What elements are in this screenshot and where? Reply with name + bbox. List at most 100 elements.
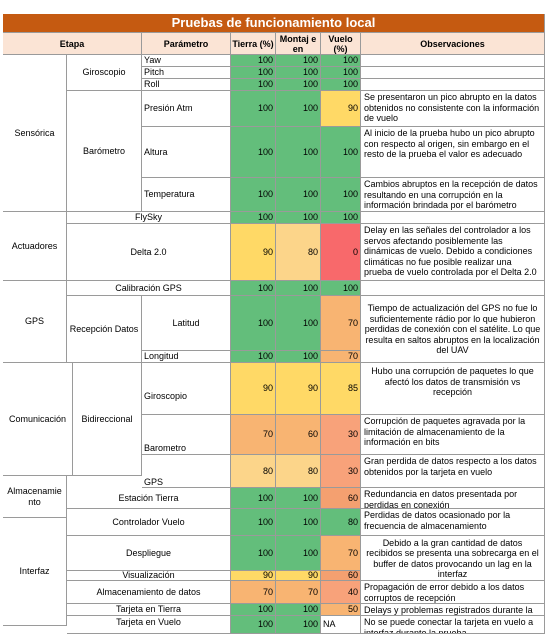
etapa-gps: GPS bbox=[3, 281, 67, 363]
obs-temperatura: Cambios abruptos en la recepción de dato… bbox=[361, 178, 545, 212]
tierra-altura: 100 bbox=[231, 127, 276, 178]
param-despliegue: Despliegue bbox=[67, 536, 231, 571]
vuelo-roll: 100 bbox=[321, 79, 361, 91]
montaje-tarjeta-vuelo: 100 bbox=[276, 616, 321, 634]
tierra-com-giroscopio: 90 bbox=[231, 363, 276, 415]
sub-barometro: Barómetro bbox=[67, 91, 142, 212]
obs-pitch bbox=[361, 67, 545, 79]
vuelo-flysky: 100 bbox=[321, 212, 361, 224]
montaje-estacion: 100 bbox=[276, 488, 321, 509]
montaje-calibracion: 100 bbox=[276, 281, 321, 296]
montaje-despliegue: 100 bbox=[276, 536, 321, 571]
vuelo-temperatura: 100 bbox=[321, 178, 361, 212]
obs-yaw bbox=[361, 55, 545, 67]
param-com-gps: GPS bbox=[142, 455, 231, 488]
montaje-com-gps: 80 bbox=[276, 455, 321, 488]
tierra-tarjeta-vuelo: 100 bbox=[231, 616, 276, 634]
tierra-estacion: 100 bbox=[231, 488, 276, 509]
param-com-giroscopio: Giroscopio bbox=[142, 363, 231, 415]
tierra-calibracion: 100 bbox=[231, 281, 276, 296]
param-altura: Altura bbox=[142, 127, 231, 178]
obs-roll bbox=[361, 79, 545, 91]
param-almacenamiento-datos: Almacenamiento de datos bbox=[67, 581, 231, 604]
sub-giroscopio: Giroscopio bbox=[67, 55, 142, 91]
tierra-roll: 100 bbox=[231, 79, 276, 91]
montaje-temperatura: 100 bbox=[276, 178, 321, 212]
tierra-controlador: 100 bbox=[231, 509, 276, 536]
vuelo-com-barometro: 30 bbox=[321, 415, 361, 455]
tierra-visualizacion: 90 bbox=[231, 571, 276, 581]
montaje-roll: 100 bbox=[276, 79, 321, 91]
tierra-tarjeta-tierra: 100 bbox=[231, 604, 276, 616]
obs-latitud: Tiempo de actualización del GPS no fue l… bbox=[361, 296, 545, 363]
tierra-flysky: 100 bbox=[231, 212, 276, 224]
montaje-controlador: 100 bbox=[276, 509, 321, 536]
tierra-com-gps: 80 bbox=[231, 455, 276, 488]
vuelo-latitud: 70 bbox=[321, 296, 361, 351]
etapa-actuadores: Actuadores bbox=[3, 212, 67, 281]
header-montaje: Montaj e en bbox=[276, 33, 321, 55]
obs-delta: Delay en las señales del controlador a l… bbox=[361, 224, 545, 281]
tierra-almacenamiento-datos: 70 bbox=[231, 581, 276, 604]
param-roll: Roll bbox=[142, 79, 231, 91]
param-estacion: Estación Tierra bbox=[67, 488, 231, 509]
param-temperatura: Temperatura bbox=[142, 178, 231, 212]
tierra-yaw: 100 bbox=[231, 55, 276, 67]
etapa-interfaz: Interfaz bbox=[3, 518, 67, 626]
vuelo-estacion: 60 bbox=[321, 488, 361, 509]
vuelo-controlador: 80 bbox=[321, 509, 361, 536]
obs-despliegue: Debido a la gran cantidad de datos recib… bbox=[361, 536, 545, 581]
param-com-barometro: Barometro bbox=[142, 415, 231, 455]
header-vuelo: Vuelo (%) bbox=[321, 33, 361, 55]
vuelo-com-gps: 30 bbox=[321, 455, 361, 488]
obs-presion: Se presentaron un pico abrupto en la dat… bbox=[361, 91, 545, 127]
montaje-com-giroscopio: 90 bbox=[276, 363, 321, 415]
montaje-com-barometro: 60 bbox=[276, 415, 321, 455]
vuelo-despliegue: 70 bbox=[321, 536, 361, 571]
etapa-almacenamiento: Almacenamie nto bbox=[3, 476, 67, 518]
vuelo-altura: 100 bbox=[321, 127, 361, 178]
tierra-latitud: 100 bbox=[231, 296, 276, 351]
vuelo-presion: 90 bbox=[321, 91, 361, 127]
obs-controlador: Perdidas de datos ocasionado por la frec… bbox=[361, 509, 545, 536]
vuelo-almacenamiento-datos: 40 bbox=[321, 581, 361, 604]
param-controlador: Controlador Vuelo bbox=[67, 509, 231, 536]
vuelo-pitch: 100 bbox=[321, 67, 361, 79]
param-delta: Delta 2.0 bbox=[67, 224, 231, 281]
montaje-delta: 80 bbox=[276, 224, 321, 281]
param-pitch: Pitch bbox=[142, 67, 231, 79]
montaje-yaw: 100 bbox=[276, 55, 321, 67]
tierra-pitch: 100 bbox=[231, 67, 276, 79]
param-visualizacion: Visualización bbox=[67, 571, 231, 581]
param-latitud: Latitud bbox=[142, 296, 231, 351]
obs-com-giroscopio: Hubo una corrupción de paquetes lo que a… bbox=[361, 363, 545, 415]
tierra-presion: 100 bbox=[231, 91, 276, 127]
obs-com-barometro: Corrupción de paquetes agravada por la l… bbox=[361, 415, 545, 455]
vuelo-tarjeta-tierra: 50 bbox=[321, 604, 361, 616]
results-table: Pruebas de funcionamiento local Etapa Pa… bbox=[3, 14, 545, 634]
vuelo-longitud: 70 bbox=[321, 351, 361, 363]
table-title: Pruebas de funcionamiento local bbox=[3, 14, 545, 33]
vuelo-yaw: 100 bbox=[321, 55, 361, 67]
montaje-presion: 100 bbox=[276, 91, 321, 127]
tierra-temperatura: 100 bbox=[231, 178, 276, 212]
param-tarjeta-vuelo: Tarjeta en Vuelo bbox=[67, 612, 231, 634]
param-tarjeta-tierra: Tarjeta en Tierra bbox=[67, 604, 231, 616]
montaje-altura: 100 bbox=[276, 127, 321, 178]
param-yaw: Yaw bbox=[142, 55, 231, 67]
montaje-flysky: 100 bbox=[276, 212, 321, 224]
tierra-despliegue: 100 bbox=[231, 536, 276, 571]
montaje-almacenamiento-datos: 70 bbox=[276, 581, 321, 604]
obs-calibracion bbox=[361, 281, 545, 296]
etapa-comunicacion: Comunicación bbox=[3, 363, 73, 476]
obs-flysky bbox=[361, 212, 545, 224]
etapa-sensorica: Sensórica bbox=[3, 55, 67, 212]
vuelo-visualizacion: 60 bbox=[321, 571, 361, 581]
montaje-longitud: 100 bbox=[276, 351, 321, 363]
obs-estacion: Redundancia en datos presentada por perd… bbox=[361, 488, 545, 509]
montaje-pitch: 100 bbox=[276, 67, 321, 79]
header-observaciones: Observaciones bbox=[361, 33, 545, 55]
tierra-longitud: 100 bbox=[231, 351, 276, 363]
param-calibracion: Calibración GPS bbox=[67, 281, 231, 296]
obs-tarjeta-vuelo: No se puede conectar la tarjeta en vuelo… bbox=[361, 616, 545, 634]
